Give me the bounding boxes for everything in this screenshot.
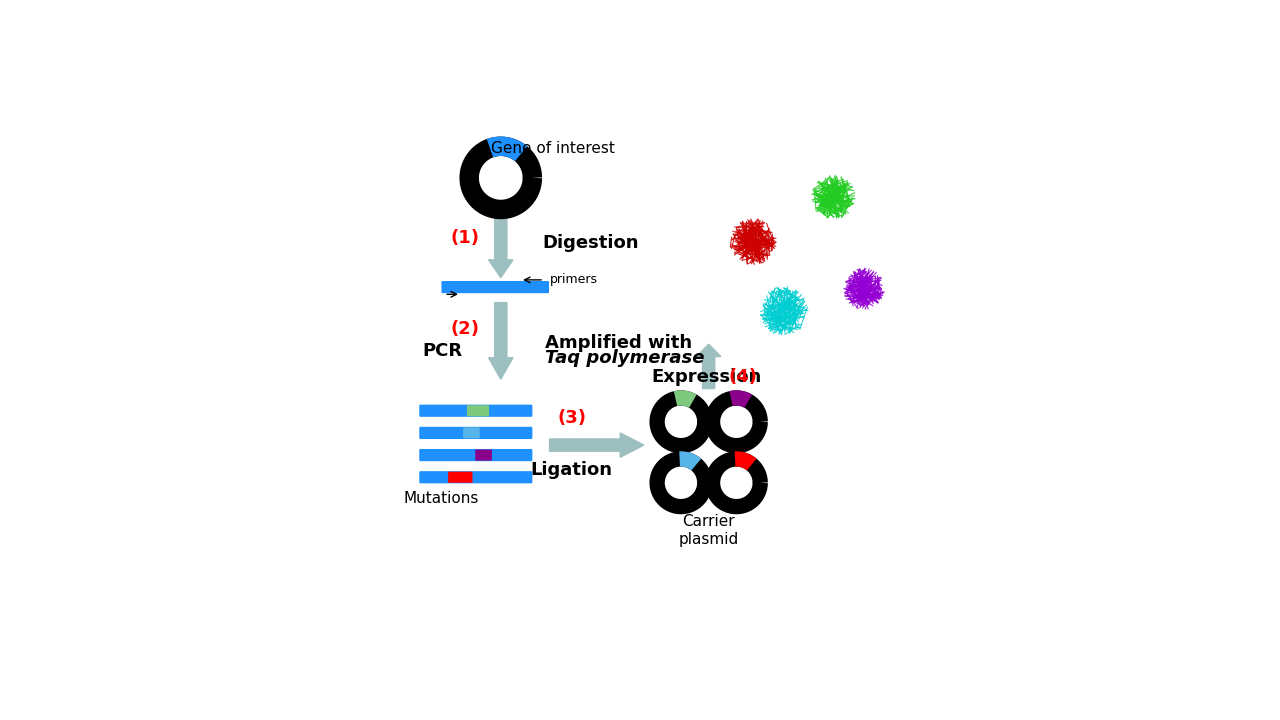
- Text: Ligation: Ligation: [531, 461, 613, 479]
- Text: Mutations: Mutations: [403, 491, 479, 506]
- FancyArrow shape: [489, 214, 513, 278]
- FancyArrow shape: [549, 433, 644, 457]
- Text: (3): (3): [557, 409, 586, 427]
- FancyArrow shape: [489, 302, 513, 379]
- FancyBboxPatch shape: [420, 405, 532, 417]
- Text: (4): (4): [728, 368, 756, 386]
- FancyBboxPatch shape: [467, 405, 489, 416]
- Text: Digestion: Digestion: [543, 234, 639, 252]
- Text: Amplified with: Amplified with: [545, 334, 692, 352]
- FancyBboxPatch shape: [463, 428, 480, 438]
- FancyBboxPatch shape: [420, 449, 532, 462]
- FancyBboxPatch shape: [475, 449, 492, 461]
- FancyBboxPatch shape: [442, 281, 549, 293]
- Text: primers: primers: [549, 274, 598, 287]
- FancyBboxPatch shape: [448, 472, 472, 483]
- Text: (2): (2): [451, 320, 479, 338]
- Text: Taq polymerase: Taq polymerase: [545, 348, 704, 366]
- FancyBboxPatch shape: [420, 427, 532, 439]
- Text: (1): (1): [451, 229, 479, 247]
- Text: Carrier
plasmid: Carrier plasmid: [678, 514, 739, 546]
- Text: PCR: PCR: [422, 343, 462, 361]
- FancyBboxPatch shape: [420, 471, 532, 483]
- Text: Expression: Expression: [652, 368, 762, 386]
- FancyArrow shape: [696, 344, 721, 389]
- Text: Gene of interest: Gene of interest: [492, 141, 616, 156]
